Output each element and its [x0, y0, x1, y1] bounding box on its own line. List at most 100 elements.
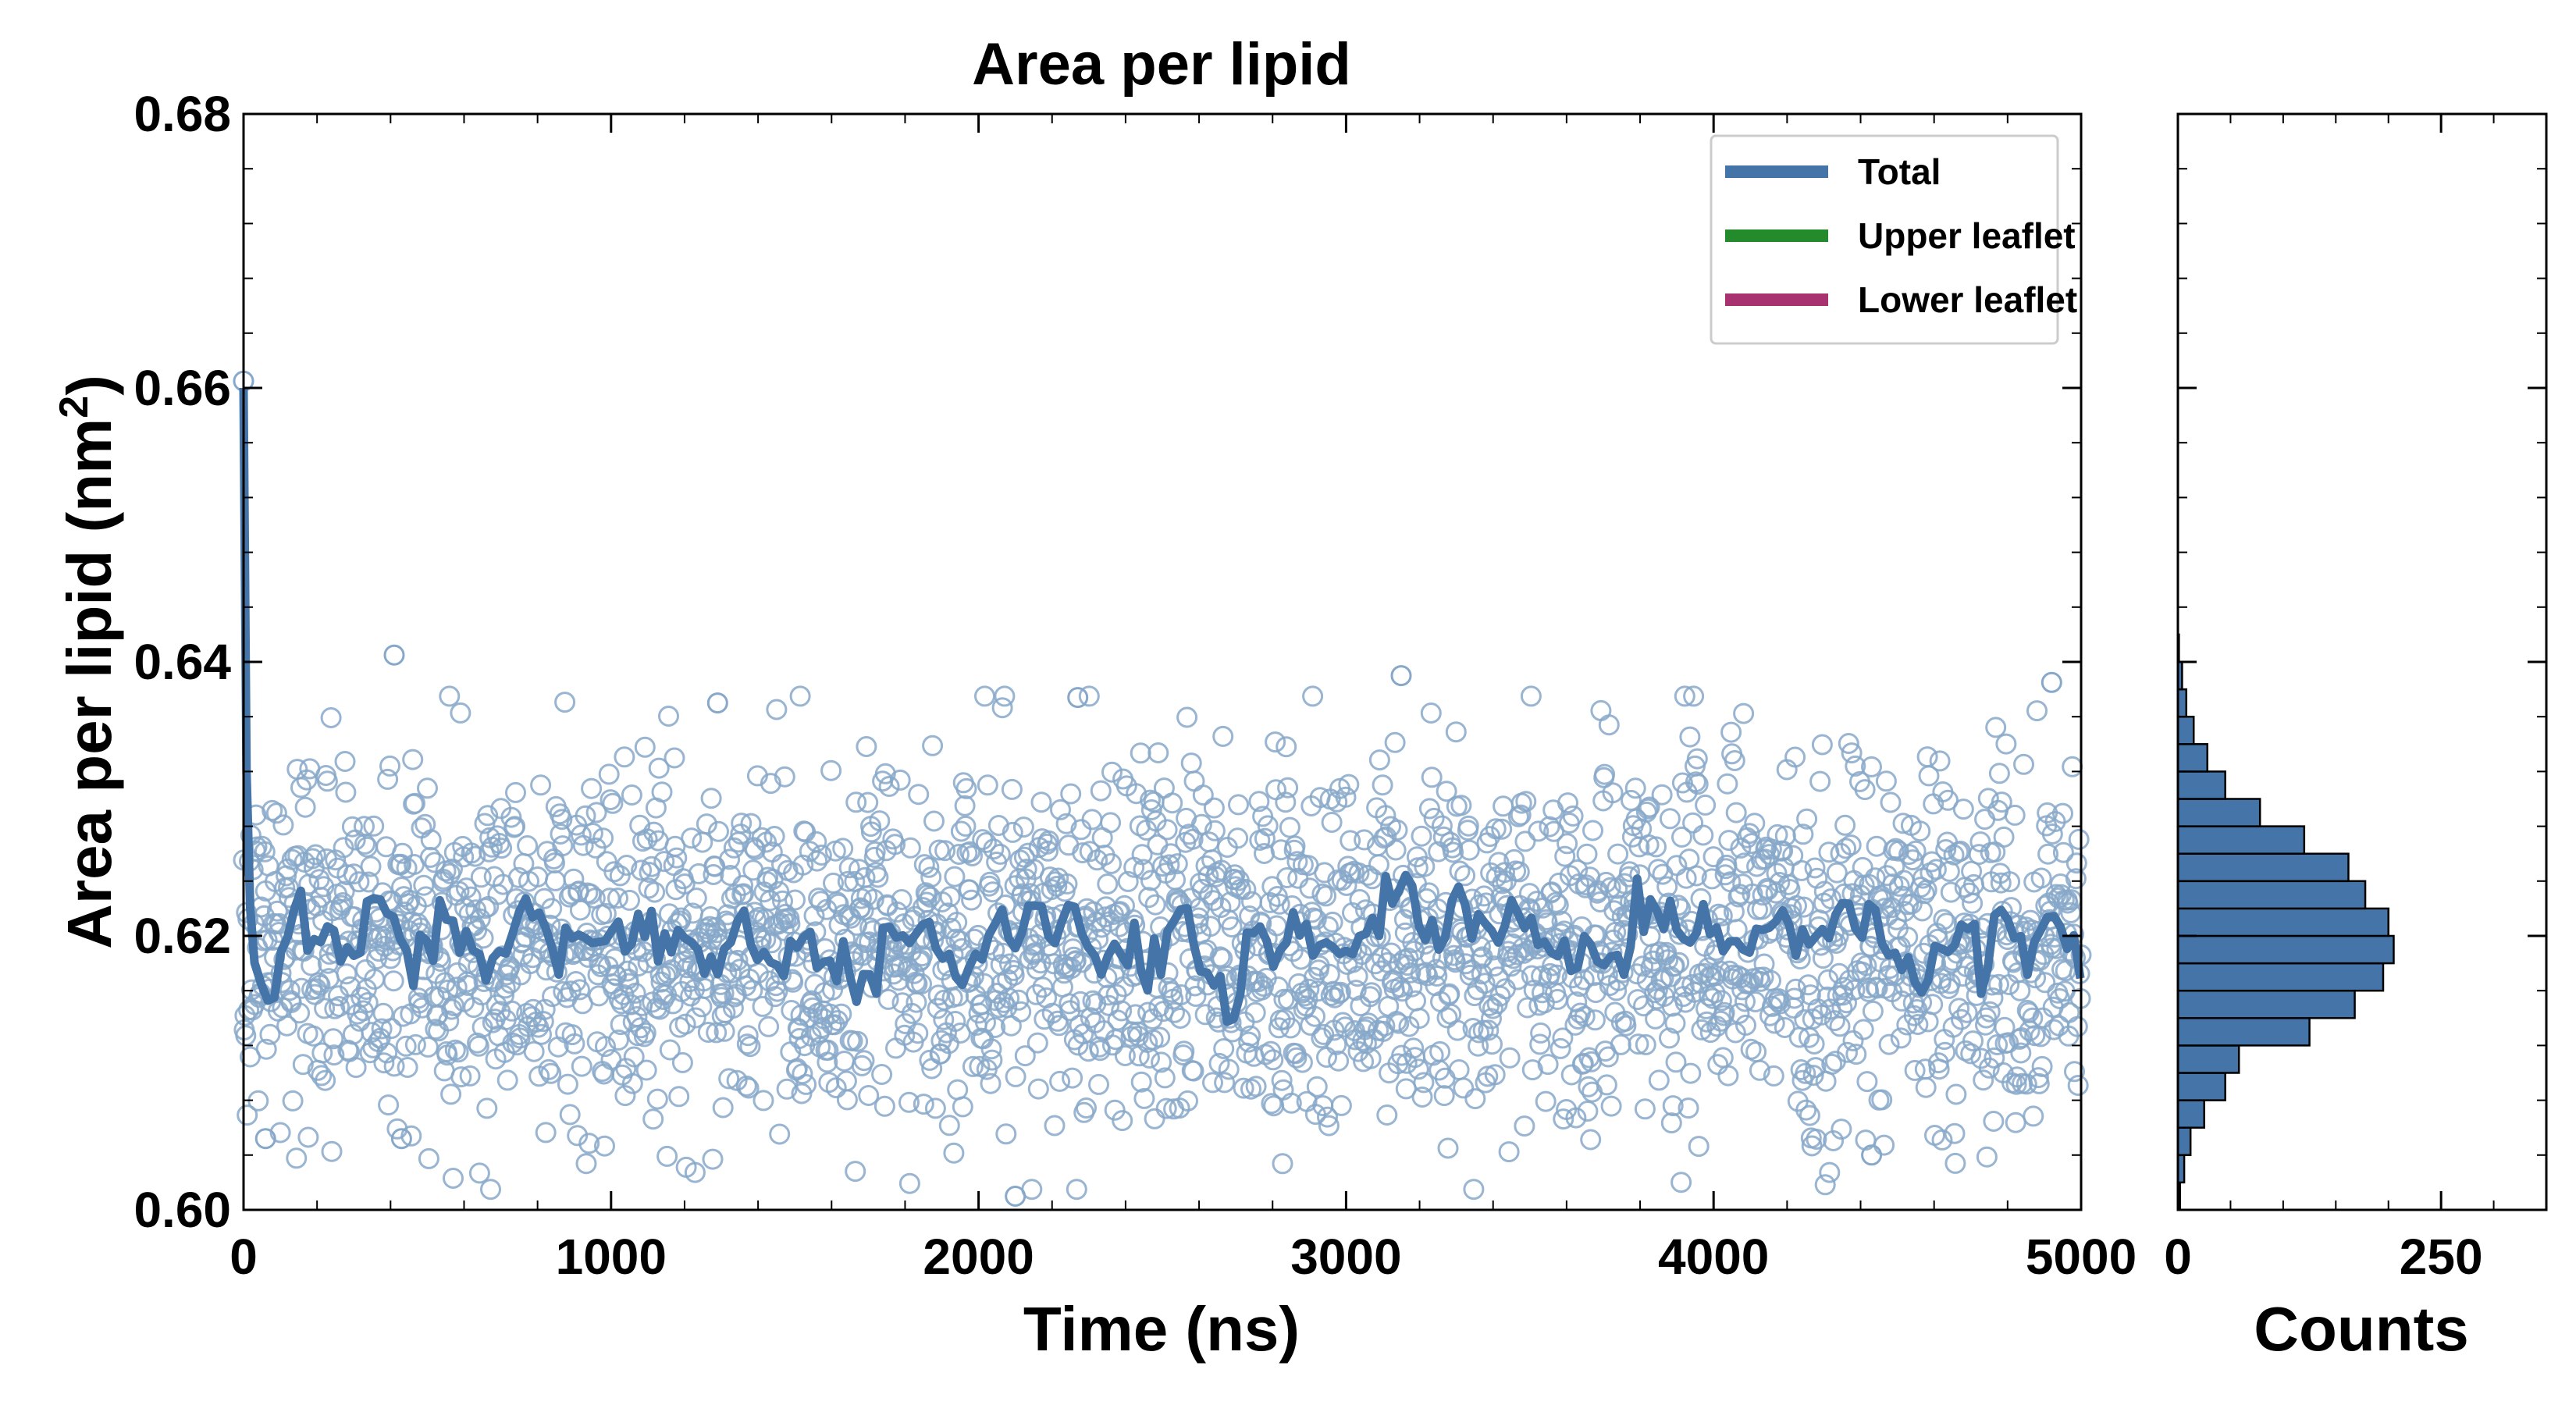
scatter-point [1388, 1012, 1410, 1034]
scatter-point [1838, 733, 1859, 754]
scatter-point [1431, 815, 1453, 837]
scatter-point [571, 1055, 592, 1077]
scatter-point [1156, 819, 1178, 841]
scatter-point [496, 1069, 518, 1091]
scatter-point [1785, 978, 1806, 1000]
scatter-point [1071, 951, 1093, 973]
scatter-point [873, 1095, 895, 1117]
legend-frame [1710, 134, 2059, 345]
scatter-point [923, 810, 945, 832]
scatter-point [477, 805, 499, 827]
scatter-point [1805, 1057, 1827, 1079]
scatter-point [769, 1123, 791, 1145]
scatter-point [911, 973, 932, 994]
scatter-point [1190, 813, 1212, 835]
scatter-point [1784, 987, 1806, 1009]
scatter-point [595, 1036, 616, 1058]
scatter-point [1606, 980, 1628, 1001]
scatter-point [1445, 721, 1467, 743]
scatter-point [1254, 827, 1276, 849]
scatter-point [1114, 1045, 1136, 1066]
scatter-point [685, 887, 707, 909]
scatter-point [1897, 927, 1919, 948]
scatter-point [2067, 1075, 2089, 1096]
scatter-point [1990, 872, 2012, 894]
scatter-point [1615, 1015, 1637, 1037]
scatter-point [329, 996, 350, 1017]
scatter-point [1656, 876, 1678, 898]
scatter-point [1799, 1104, 1820, 1126]
scatter-point [1725, 802, 1747, 823]
scatter-point [1960, 1043, 1982, 1065]
scatter-point [1056, 873, 1078, 895]
scatter-point [774, 766, 795, 788]
scatter-point [856, 736, 877, 757]
scatter-point [891, 889, 913, 910]
scatter-point [559, 1104, 581, 1126]
scatter-point [845, 1161, 866, 1183]
y-axis-label: Area per lipid (nm2) [52, 375, 124, 949]
scatter-point [1528, 820, 1550, 842]
scatter-point [664, 835, 686, 857]
scatter-point [2026, 700, 2048, 722]
scatter-point [638, 877, 660, 899]
scatter-point [1321, 812, 1343, 833]
scatter-point [708, 820, 729, 842]
scatter-point [2064, 1061, 2085, 1083]
scatter-point [281, 848, 303, 870]
scatter-point [1209, 946, 1231, 968]
scatter-point [443, 1168, 464, 1189]
scatter-point [417, 777, 438, 799]
scatter-point [720, 865, 742, 886]
scatter-point [580, 883, 602, 905]
histogram-bar [2176, 770, 2226, 800]
scatter-point [863, 888, 884, 910]
scatter-point [658, 706, 679, 727]
scatter-point [1937, 789, 1959, 811]
scatter-point [1769, 872, 1791, 893]
scatter-point [1733, 702, 1755, 724]
scatter-point [1619, 861, 1641, 883]
scatter-point [596, 925, 618, 947]
histogram-bar [2176, 1017, 2311, 1047]
scatter-point [1763, 1012, 1785, 1034]
scatter-point [1418, 798, 1440, 820]
scatter-point [1244, 1001, 1266, 1023]
scatter-point [1088, 1073, 1109, 1095]
scatter-point [1304, 1005, 1325, 1027]
x-axis-label: Time (ns) [1023, 1294, 1300, 1364]
scatter-point [594, 1135, 615, 1157]
scatter-point [696, 813, 717, 835]
scatter-point [399, 889, 421, 911]
scatter-point [1062, 1067, 1083, 1089]
scatter-point [1482, 998, 1503, 1019]
scatter-point [2034, 972, 2056, 994]
scatter-point [1875, 770, 1897, 792]
scatter-point [1027, 1078, 1049, 1100]
scatter-point [603, 861, 625, 883]
scatter-point [348, 871, 370, 893]
scatter-point [1436, 1007, 1458, 1029]
scatter-point [858, 1085, 880, 1106]
scatter-point [1446, 1019, 1468, 1041]
scatter-point [1596, 1074, 1617, 1096]
scatter-point [1657, 949, 1679, 971]
scatter-point [934, 840, 956, 862]
scatter-point [541, 898, 563, 919]
scatter-point [1375, 805, 1397, 827]
scatter-point [1610, 1033, 1631, 1055]
scatter-point [1738, 823, 1760, 845]
scatter-point [1508, 861, 1530, 883]
scatter-point [1991, 791, 2012, 813]
scatter-point [1704, 982, 1726, 1004]
y-tick-label: 0.62 [133, 908, 231, 964]
scatter-point [1682, 812, 1704, 834]
scatter-point [378, 1094, 400, 1116]
scatter-point [857, 791, 879, 813]
scatter-point [1659, 1027, 1680, 1049]
scatter-point [636, 828, 658, 850]
scatter-point [1553, 1108, 1574, 1130]
scatter-point [439, 685, 461, 707]
scatter-point [1861, 756, 1882, 777]
histogram-x-tick-label: 250 [2400, 1229, 2483, 1285]
